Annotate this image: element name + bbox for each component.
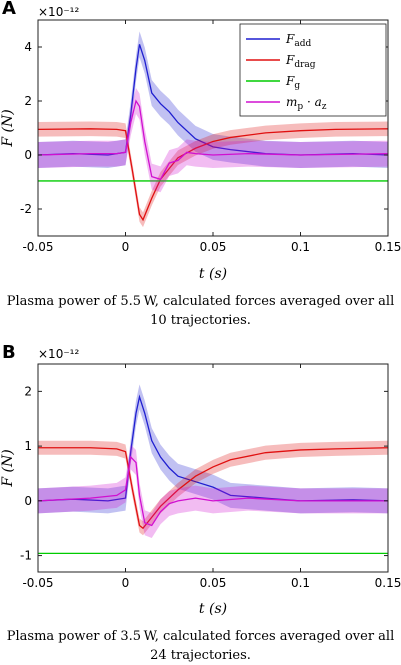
series-line-1 (37, 128, 389, 222)
series-band-1 (38, 440, 388, 536)
panel-letter-a: A (2, 0, 16, 19)
exponent-label-a: ×10⁻¹² (38, 5, 79, 19)
x-axis-label: t (s) (199, 601, 227, 617)
series-line-3 (37, 99, 389, 181)
exponent-label-b: ×10⁻¹² (38, 347, 79, 361)
x-tick-label: 0.05 (200, 576, 227, 590)
y-axis-label: F (N) (0, 109, 16, 147)
series-band-3 (38, 88, 388, 193)
y-axis-label: F (N) (0, 449, 16, 487)
caption-a: Plasma power of 5.5 W, calculated forces… (6, 294, 395, 328)
y-tick-label: 0 (24, 148, 32, 162)
panel-b-plot: -0.05 0 0.05 0.1 0.15 -1 0 1 2 t (s) F (N) (0, 363, 401, 617)
caption-b: Plasma power of 3.5 W, calculated forces… (6, 629, 395, 663)
x-tick-label: 0 (122, 576, 130, 590)
legend-entry: Fg (285, 74, 300, 91)
legend-entry: Fadd (285, 32, 311, 49)
y-tick-label: 2 (24, 384, 32, 398)
x-tick-label: -0.05 (22, 240, 53, 254)
x-tick-label: 0.15 (375, 240, 401, 254)
x-tick-label: 0.05 (200, 240, 227, 254)
x-axis-label: t (s) (199, 266, 227, 282)
panel-a-plot: -0.05 0 0.05 0.1 0.15 -2 0 2 4 t (s) F (N) Fadd Fdra… (0, 19, 401, 282)
legend-entry: Fdrag (285, 53, 316, 70)
legend-entry: mp · az (286, 95, 327, 112)
series-line-3 (37, 455, 388, 527)
x-tick-label: 0.1 (291, 240, 310, 254)
y-tick-label: 1 (24, 439, 32, 453)
series-line-0 (37, 394, 389, 502)
series-band-3 (38, 444, 388, 538)
y-tick-label: -1 (20, 549, 32, 563)
y-tick-label: 2 (24, 94, 32, 108)
series-band-1 (38, 121, 388, 228)
series-line-1 (38, 447, 389, 530)
y-tick-label: 4 (24, 40, 32, 54)
y-tick-label: -2 (20, 202, 32, 216)
x-tick-label: 0.15 (375, 576, 401, 590)
panel-letter-b: B (2, 342, 16, 363)
x-tick-label: 0 (122, 240, 130, 254)
x-tick-label: 0.1 (291, 576, 310, 590)
x-tick-label: -0.05 (22, 576, 53, 590)
y-tick-label: 0 (24, 494, 32, 508)
